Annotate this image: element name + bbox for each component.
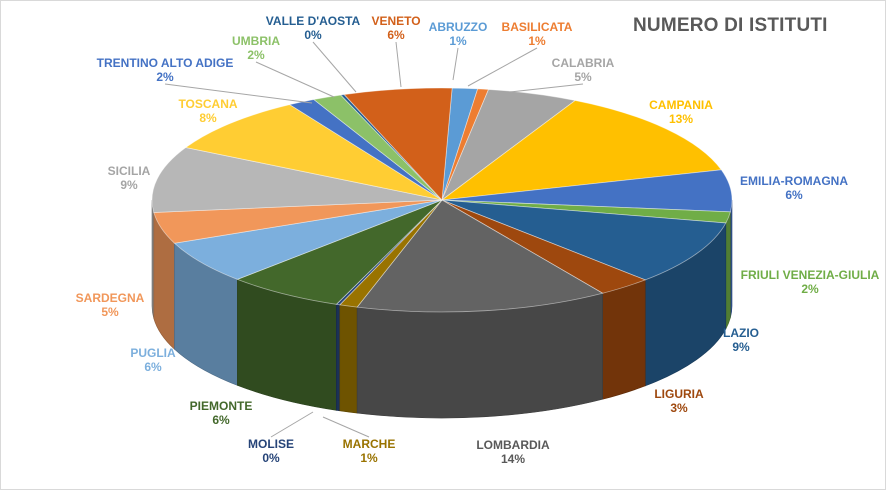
slice-label-marche: MARCHE <box>343 437 396 451</box>
slice-pct-marche: 1% <box>360 451 378 465</box>
pie-slice-lazio <box>441 199 727 281</box>
pie-slice-lombardia <box>356 199 604 313</box>
slice-label-veneto: VENETO <box>371 14 420 28</box>
pie-slice-piemonte <box>236 199 443 305</box>
pie-slice-sicilia <box>151 147 443 213</box>
slice-label-umbria: UMBRIA <box>232 34 280 48</box>
slice-pct-lazio: 9% <box>732 340 750 354</box>
slice-label-abruzzo: ABRUZZO <box>429 20 488 34</box>
slice-label-sicilia: SICILIA <box>108 164 151 178</box>
leader-line-molise <box>270 411 314 438</box>
slice-label-lazio: LAZIO <box>723 326 759 340</box>
slice-label-toscana: TOSCANA <box>178 97 237 111</box>
leader-line-calabria <box>509 83 584 93</box>
slice-pct-veneto: 6% <box>387 28 405 42</box>
slice-label-calabria: CALABRIA <box>552 56 615 70</box>
pie-side-molise <box>336 303 341 412</box>
slice-pct-piemonte: 6% <box>212 413 230 427</box>
slice-pct-umbria: 2% <box>247 48 265 62</box>
leader-line-basilicata <box>467 47 538 87</box>
slice-label-liguria: LIGURIA <box>654 387 704 401</box>
pie-side-lombardia <box>356 292 603 419</box>
slice-pct-friuli-venezia-giulia: 2% <box>801 282 819 296</box>
slice-pct-calabria: 5% <box>574 70 592 84</box>
slice-pct-basilicata: 1% <box>528 34 546 48</box>
chart-title: NUMERO DI ISTITUTI <box>633 15 828 36</box>
pie-side-marche <box>339 304 358 414</box>
slice-label-molise: MOLISE <box>248 437 294 451</box>
slice-label-puglia: PUGLIA <box>130 346 176 360</box>
slice-label-campania: CAMPANIA <box>649 98 713 112</box>
slice-pct-sicilia: 9% <box>120 178 138 192</box>
slice-label-friuli-venezia-giulia: FRIULI VENEZIA-GIULIA <box>741 268 880 282</box>
slice-pct-molise: 0% <box>262 451 280 465</box>
slice-pct-liguria: 3% <box>670 401 688 415</box>
slice-label-trentino-alto-adige: TRENTINO ALTO ADIGE <box>97 56 234 70</box>
slice-pct-toscana: 8% <box>199 111 217 125</box>
pie-labels: ABRUZZO1%BASILICATA1%CALABRIA5%CAMPANIA1… <box>76 14 880 466</box>
pie-side-friuli-venezia-giulia <box>725 211 731 330</box>
slice-label-valle-d-aosta: VALLE D'AOSTA <box>266 14 361 28</box>
leader-line-valle-d-aosta <box>312 41 357 93</box>
slice-pct-valle-d-aosta: 0% <box>304 28 322 42</box>
leader-line-veneto <box>395 41 402 88</box>
slice-pct-lombardia: 14% <box>501 452 525 466</box>
pie-top <box>151 87 733 313</box>
pie-slice-toscana <box>184 104 443 201</box>
slice-label-lombardia: LOMBARDIA <box>476 438 550 452</box>
pie-slice-veneto <box>343 87 453 201</box>
slice-pct-campania: 13% <box>669 112 693 126</box>
slice-pct-puglia: 6% <box>144 360 162 374</box>
slice-label-piemonte: PIEMONTE <box>190 399 253 413</box>
slice-pct-trentino-alto-adige: 2% <box>156 70 174 84</box>
slice-pct-abruzzo: 1% <box>449 34 467 48</box>
slice-label-basilicata: BASILICATA <box>502 20 573 34</box>
leader-line-abruzzo <box>452 47 459 81</box>
leader-line-trentino-alto-adige <box>164 83 313 104</box>
leader-line-umbria <box>255 61 335 98</box>
slice-pct-emilia-romagna: 6% <box>785 188 803 202</box>
pie-side-walls <box>151 199 733 419</box>
slice-label-emilia-romagna: EMILIA-ROMAGNA <box>740 174 848 188</box>
pie-slice-puglia <box>173 199 443 280</box>
leader-line-marche <box>322 416 370 438</box>
slice-pct-sardegna: 5% <box>101 305 119 319</box>
slice-label-sardegna: SARDEGNA <box>76 291 145 305</box>
pie-side-liguria <box>602 279 646 400</box>
pie-slice-campania <box>440 100 722 201</box>
